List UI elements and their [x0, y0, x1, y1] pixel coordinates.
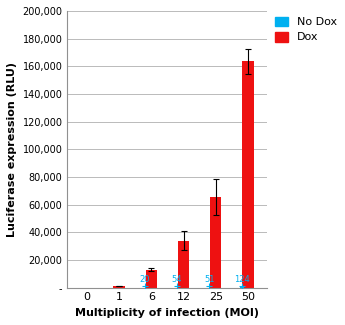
Bar [210, 197, 221, 288]
Text: 20: 20 [140, 275, 150, 284]
Bar [243, 61, 254, 288]
Text: 51: 51 [204, 275, 215, 284]
Bar [114, 286, 125, 288]
Text: 124: 124 [234, 275, 249, 284]
Y-axis label: Luciferase expression (RLU): Luciferase expression (RLU) [7, 62, 17, 237]
X-axis label: Multiplicity of infection (MOI): Multiplicity of infection (MOI) [76, 308, 259, 318]
Legend: No Dox, Dox: No Dox, Dox [275, 17, 337, 43]
Text: 54: 54 [172, 275, 183, 284]
Bar [178, 240, 189, 288]
Bar [146, 270, 157, 288]
